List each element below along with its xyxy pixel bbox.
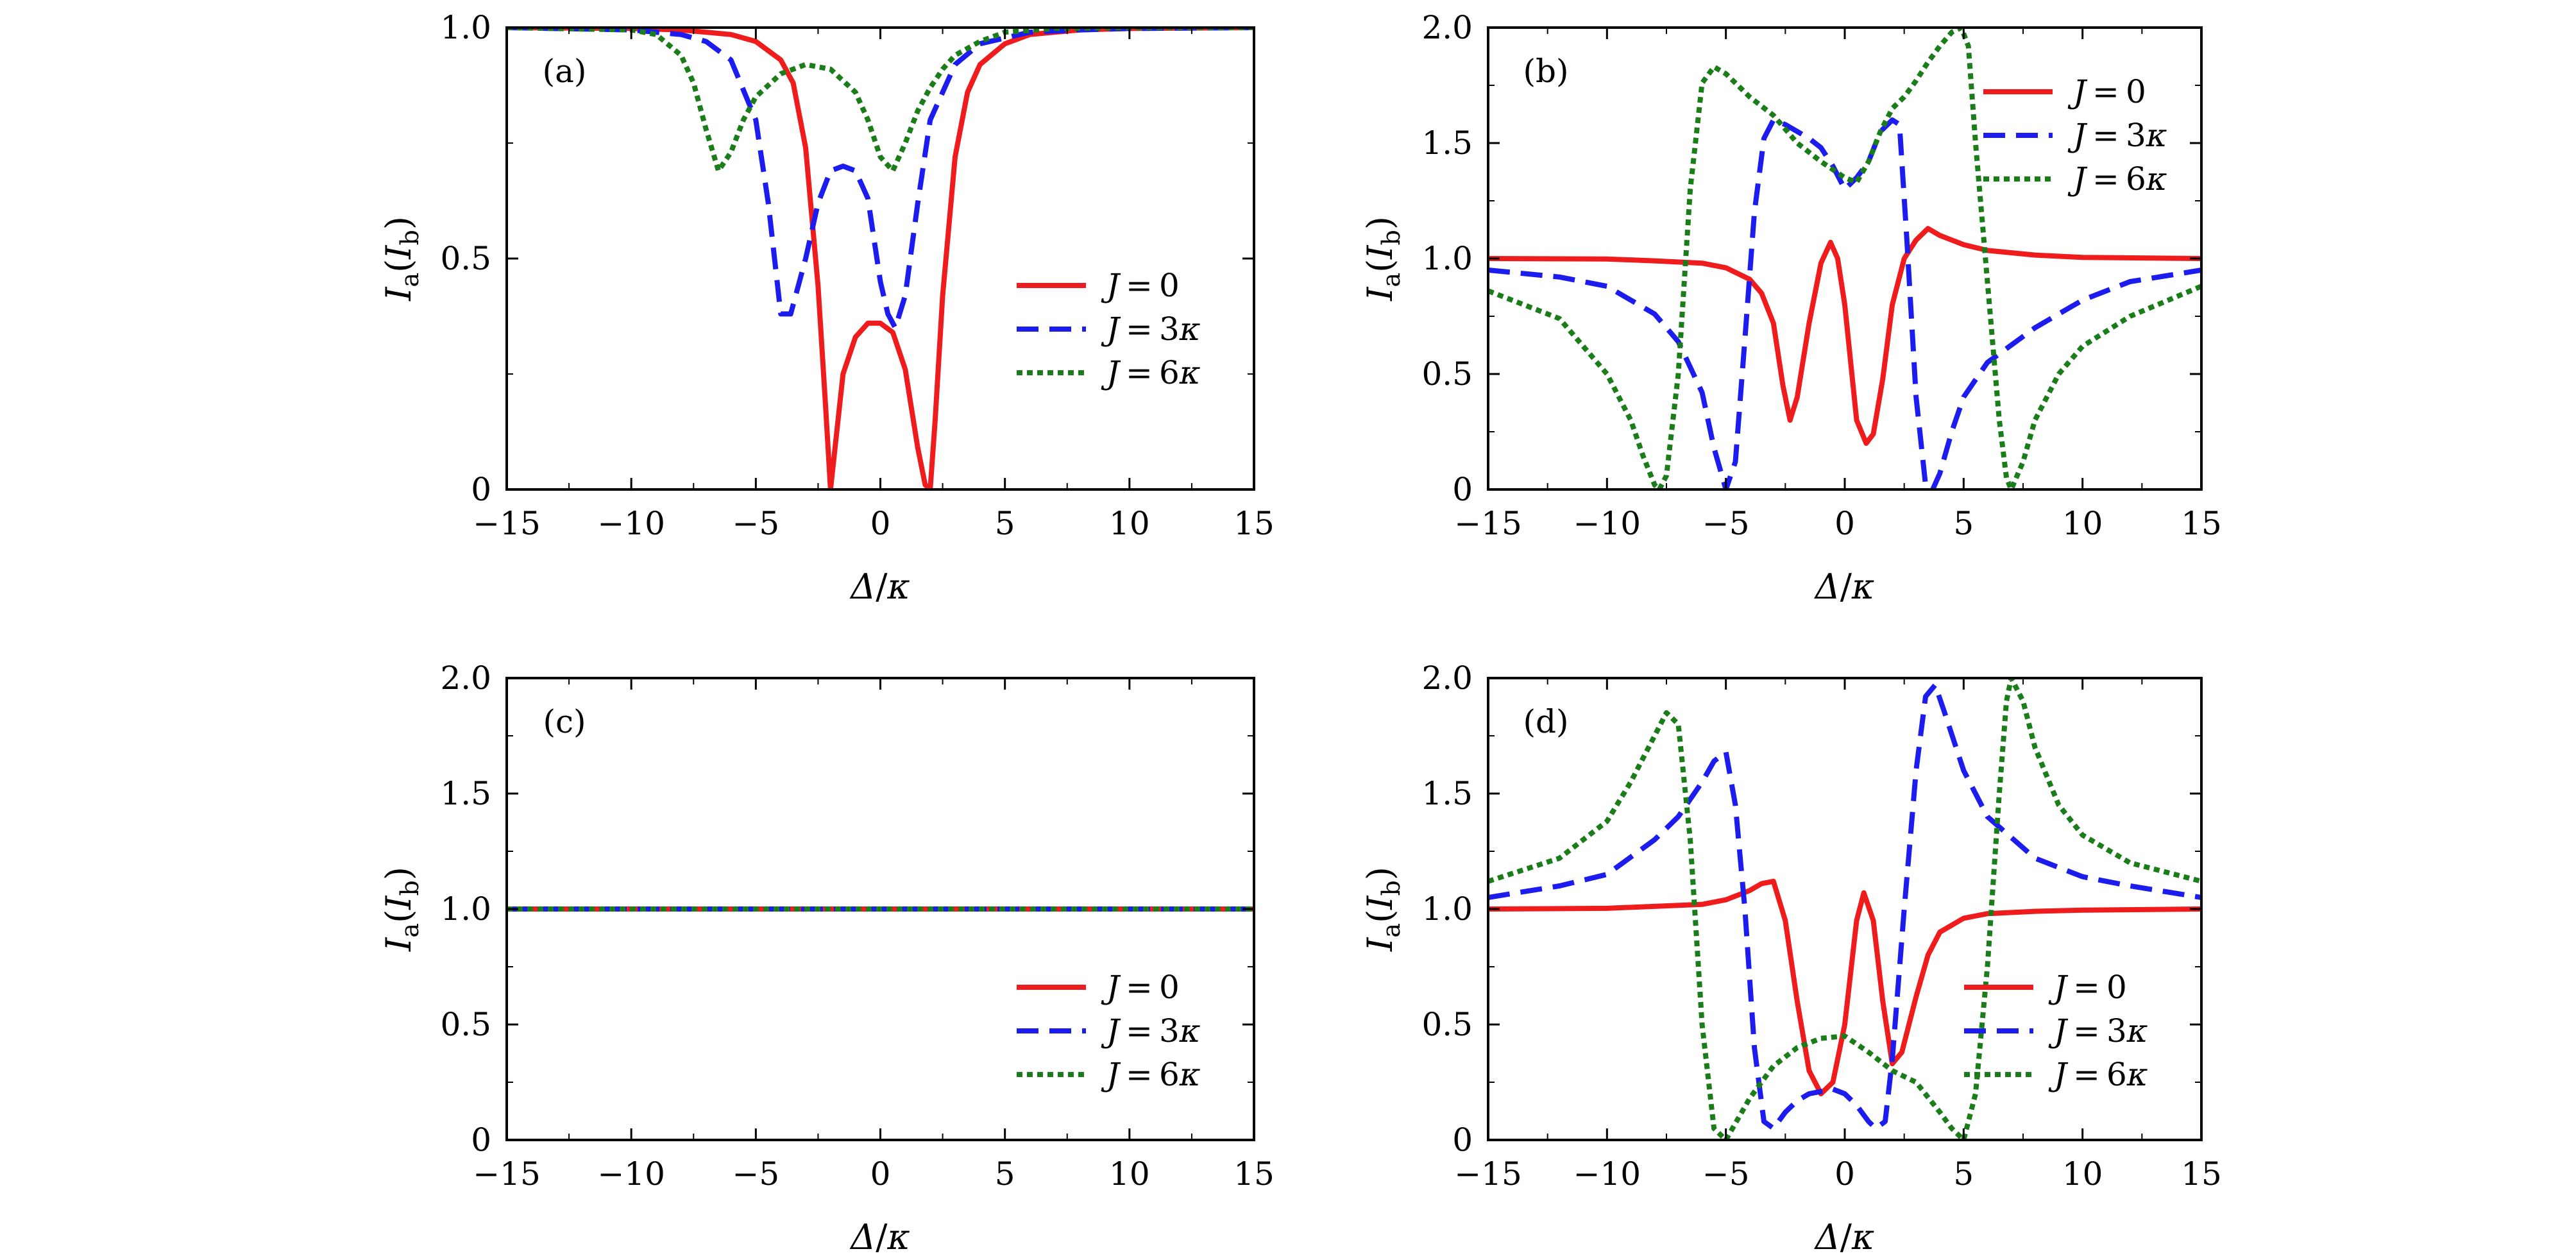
legend-label-2: J = 3κ <box>1101 310 1201 348</box>
legend-label-1: J = 0 <box>2048 969 2127 1006</box>
series-line-2 <box>1488 682 2201 1131</box>
series-line-1 <box>1488 878 2201 1096</box>
x-tick-label: 5 <box>995 1155 1015 1193</box>
y-tick-label: 1.5 <box>440 775 491 812</box>
legend: J = 0 J = 3κ J = 6κ <box>1983 73 2167 198</box>
x-tick-label: 5 <box>1953 1155 1974 1193</box>
panel-a: −15 −10 −5 0 5 10 15 0 0.5 1.0 Δ/κ Ia(Ib) (a) J = 0 J = 3κ… <box>378 9 1275 607</box>
y-tick-label: 2.0 <box>1421 9 1473 46</box>
x-tick-label: 15 <box>2181 505 2222 542</box>
x-axis-label: Δ/κ <box>1814 1217 1875 1257</box>
series-line-3 <box>507 28 1254 174</box>
x-tick-label: 10 <box>2062 1155 2103 1193</box>
y-tick-label: 2.0 <box>440 659 491 697</box>
y-axis-label: Ia(Ib) <box>1360 216 1405 302</box>
x-tick-label: 5 <box>1953 505 1974 542</box>
legend-label-2: J = 3κ <box>2067 117 2167 154</box>
x-tick-label: 15 <box>2181 1155 2222 1193</box>
x-tick-label: 0 <box>1835 1155 1855 1193</box>
y-axis-label: Ia(Ib) <box>378 216 424 302</box>
x-tick-label: −5 <box>732 505 779 542</box>
y-tick-label: 0 <box>471 471 491 508</box>
panel-c: −15 −10 −5 0 5 10 15 0 0.5 1.0 1.5 2.0 Δ/κ Ia(Ib) (c) J… <box>378 659 1275 1257</box>
panel-label: (a) <box>543 53 587 90</box>
legend: J = 0 J = 3κ J = 6κ <box>1964 969 2148 1093</box>
x-tick-label: 15 <box>1233 1155 1275 1193</box>
x-tick-label: 10 <box>1109 505 1150 542</box>
legend-label-3: J = 6κ <box>2048 1056 2148 1093</box>
panel-label: (b) <box>1523 53 1568 90</box>
y-tick-label: 0.5 <box>1421 355 1473 393</box>
y-tick-label: 1.0 <box>1421 890 1473 928</box>
legend-label-1: J = 0 <box>1101 969 1180 1006</box>
panel-d: −15 −10 −5 0 5 10 15 0 0.5 1.0 1.5 2.0 Δ/κ Ia(Ib) (d) J… <box>1360 659 2222 1257</box>
legend-label-3: J = 6κ <box>1101 354 1201 391</box>
series-line-1 <box>507 28 1254 489</box>
legend: J = 0 J = 3κ J = 6κ <box>1017 267 1201 391</box>
legend-label-3: J = 6κ <box>1101 1056 1201 1093</box>
x-axis-label: Δ/κ <box>1814 566 1875 607</box>
x-tick-label: −10 <box>1573 1155 1641 1193</box>
panel-label: (c) <box>543 703 586 740</box>
panel-label: (d) <box>1523 703 1568 740</box>
y-tick-label: 1.0 <box>440 890 491 928</box>
x-tick-label: 0 <box>870 505 891 542</box>
axes-frame <box>505 26 1255 491</box>
legend-label-2: J = 3κ <box>2048 1012 2148 1050</box>
x-tick-label: 5 <box>995 505 1015 542</box>
x-tick-label: −10 <box>597 505 665 542</box>
x-tick-label: −10 <box>597 1155 665 1193</box>
series-line-1 <box>1488 226 2201 446</box>
y-tick-label: 0.5 <box>440 240 491 277</box>
legend-label-1: J = 0 <box>1101 267 1180 304</box>
x-tick-label: −15 <box>1454 505 1522 542</box>
x-tick-label: −5 <box>1702 1155 1750 1193</box>
x-tick-label: −15 <box>473 1155 541 1193</box>
y-tick-label: 1.0 <box>440 9 491 46</box>
x-tick-label: −5 <box>732 1155 779 1193</box>
x-tick-label: −15 <box>1454 1155 1522 1193</box>
legend: J = 0 J = 3κ J = 6κ <box>1017 969 1201 1093</box>
x-axis-label: Δ/κ <box>849 566 910 607</box>
y-tick-label: 0.5 <box>440 1006 491 1043</box>
y-tick-label: 1.5 <box>1421 124 1473 162</box>
y-axis-label: Ia(Ib) <box>378 867 424 952</box>
series-line-3 <box>1488 678 2201 1140</box>
x-tick-label: 0 <box>870 1155 891 1193</box>
x-axis-label: Δ/κ <box>849 1217 910 1257</box>
y-tick-label: 0 <box>471 1121 491 1159</box>
series-line-3 <box>1488 28 2201 489</box>
x-tick-label: −15 <box>473 505 541 542</box>
x-tick-label: 10 <box>2062 505 2103 542</box>
x-tick-label: 15 <box>1233 505 1275 542</box>
y-tick-label: 2.0 <box>1421 659 1473 697</box>
y-tick-label: 0 <box>1452 471 1473 508</box>
legend-label-2: J = 3κ <box>1101 1012 1201 1050</box>
legend-label-3: J = 6κ <box>2067 160 2167 198</box>
y-axis-label: Ia(Ib) <box>1360 867 1405 952</box>
series-line-2 <box>1488 117 2201 489</box>
y-tick-label: 1.5 <box>1421 775 1473 812</box>
x-tick-label: 0 <box>1835 505 1855 542</box>
x-tick-label: −10 <box>1573 505 1641 542</box>
x-tick-label: 10 <box>1109 1155 1150 1193</box>
x-tick-label: −5 <box>1702 505 1750 542</box>
y-tick-label: 1.0 <box>1421 240 1473 277</box>
y-tick-label: 0.5 <box>1421 1006 1473 1043</box>
legend-label-1: J = 0 <box>2067 73 2146 110</box>
y-tick-label: 0 <box>1452 1121 1473 1159</box>
panel-b: −15 −10 −5 0 5 10 15 0 0.5 1.0 1.5 2.0 Δ/κ Ia(Ib) (b) J… <box>1360 9 2222 607</box>
